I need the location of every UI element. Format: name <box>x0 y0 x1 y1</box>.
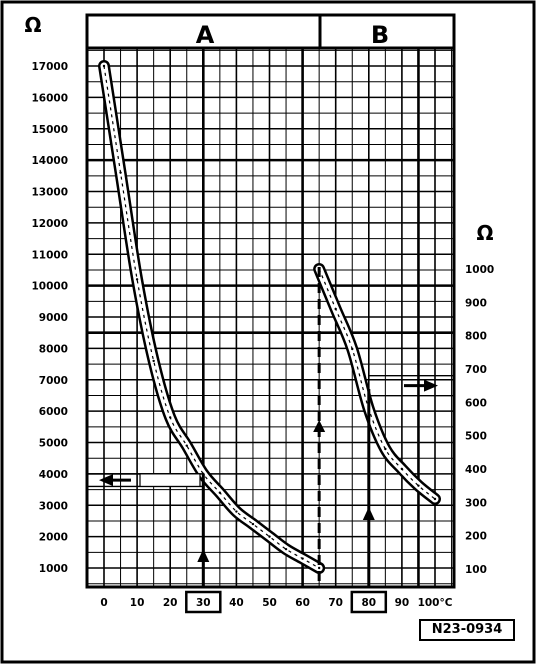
panel-label-b: B <box>371 21 389 49</box>
y-left-tick-label: 2000 <box>39 532 68 544</box>
x-tick-label: 100°C <box>418 597 453 609</box>
header-box <box>85 13 456 50</box>
y-right-tick-label: 700 <box>465 364 487 376</box>
y-left-tick-label: 15000 <box>31 124 68 136</box>
curve-a-hatch <box>103 65 320 569</box>
curve-b-point <box>433 497 437 501</box>
x-tick-label: 50 <box>262 597 277 609</box>
y-left-tick-label: 12000 <box>31 218 68 230</box>
y-right-tick-label: 900 <box>465 297 487 309</box>
y-left-tick-label: 3000 <box>39 500 68 512</box>
reference-code-box <box>419 619 515 641</box>
x-tick-label: 30 <box>196 597 211 609</box>
x-tick-label: 90 <box>395 597 410 609</box>
left-unit-label: Ω <box>24 13 41 37</box>
labels: 1000200030004000500060007000800090001000… <box>31 61 494 609</box>
curve-a-point <box>185 444 188 447</box>
y-left-tick-label: 13000 <box>31 187 68 199</box>
curve-a-point <box>119 171 122 174</box>
y-left-tick-label: 4000 <box>39 469 68 481</box>
curve-a-point <box>268 535 271 538</box>
y-left-tick-label: 11000 <box>31 249 68 261</box>
y-left-tick-label: 5000 <box>39 438 68 450</box>
y-right-tick-label: 200 <box>465 531 487 543</box>
y-left-tick-label: 9000 <box>39 312 68 324</box>
y-left-tick-label: 8000 <box>39 343 68 355</box>
y-right-tick-label: 800 <box>465 331 487 343</box>
y-left-tick-label: 14000 <box>31 155 68 167</box>
curve-a-point <box>218 491 222 494</box>
y-right-tick-label: 300 <box>465 497 487 509</box>
curve-a-point <box>235 510 238 513</box>
divider-arrow <box>313 420 326 432</box>
reading-box-a <box>139 473 201 488</box>
curve-a-point <box>251 522 255 526</box>
highlight-box-80 <box>350 590 388 614</box>
right-unit-label: Ω <box>476 221 493 245</box>
curve-a-point <box>284 547 288 551</box>
y-left-tick-label: 7000 <box>39 375 68 387</box>
reading-arrow-b-up <box>362 507 375 520</box>
y-right-tick-label: 500 <box>465 431 487 443</box>
curve-b-hatch <box>318 268 436 500</box>
y-left-tick-label: 10000 <box>31 281 68 293</box>
x-tick-label: 20 <box>163 597 178 609</box>
y-right-tick-label: 600 <box>465 397 487 409</box>
curve-b-point <box>417 484 420 487</box>
curve-a-point <box>152 359 155 363</box>
y-left-tick-label: 1000 <box>39 563 68 575</box>
x-tick-label: 10 <box>130 597 145 609</box>
x-tick-label: 40 <box>229 597 244 609</box>
curve-b-point <box>400 467 404 471</box>
x-tick-label: 80 <box>361 597 376 609</box>
panel-label-a: A <box>196 21 215 49</box>
reading-arrow-b-right <box>424 379 438 392</box>
curve-a-point <box>135 278 139 281</box>
highlight-box-30 <box>185 590 222 614</box>
y-right-tick-label: 1000 <box>465 264 494 276</box>
curve-a-point <box>169 416 172 419</box>
reading-arrow-a-up <box>197 549 210 562</box>
reading-arrow-a-left <box>99 474 113 487</box>
x-tick-label: 0 <box>100 597 107 609</box>
curve-b-point <box>384 447 387 451</box>
curve-b-point <box>334 307 337 311</box>
x-tick-label: 70 <box>328 597 343 609</box>
grid <box>85 13 456 589</box>
y-left-tick-label: 16000 <box>31 92 68 104</box>
curve-a-point <box>102 64 106 68</box>
markers <box>87 267 515 641</box>
y-right-tick-label: 400 <box>465 464 487 476</box>
x-tick-label: 60 <box>295 597 310 609</box>
curve-a-point <box>317 566 321 570</box>
curve-b-point <box>351 347 354 351</box>
curve-a-point <box>301 557 304 560</box>
y-left-tick-label: 6000 <box>39 406 68 418</box>
y-left-tick-label: 17000 <box>31 61 68 73</box>
y-right-tick-label: 100 <box>465 564 487 576</box>
reference-code: N23-0934 <box>432 622 503 637</box>
